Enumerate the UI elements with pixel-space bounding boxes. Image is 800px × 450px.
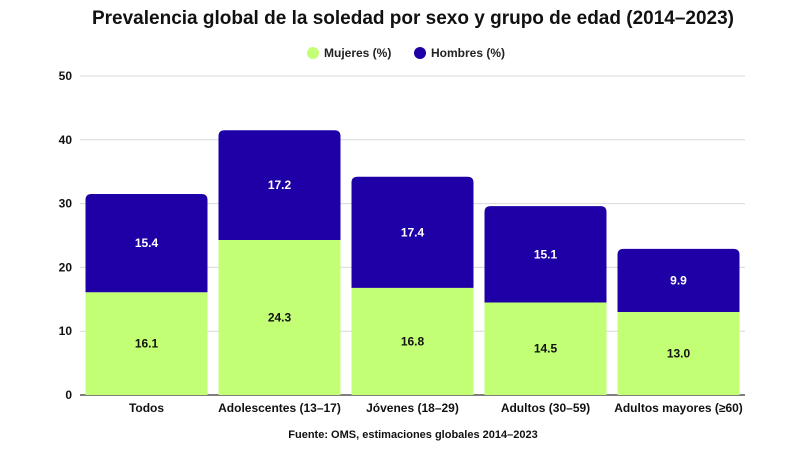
- x-tick-label: Adultos (30–59): [501, 401, 590, 415]
- y-tick-label: 40: [59, 133, 73, 147]
- data-label: 17.2: [268, 178, 292, 192]
- bar-segment: [484, 302, 607, 395]
- bar-segment: [85, 292, 208, 395]
- legend-label: Mujeres (%): [324, 46, 391, 60]
- bar-segment: [85, 194, 208, 293]
- legend-swatch: [307, 47, 319, 59]
- x-tick-label: Adultos mayores (≥60): [614, 401, 743, 415]
- y-tick-label: 10: [59, 324, 73, 338]
- data-label: 9.9: [670, 273, 687, 287]
- legend: Mujeres (%) Hombres (%): [307, 46, 505, 60]
- data-label: 14.5: [534, 342, 558, 356]
- data-label: 24.3: [268, 310, 292, 324]
- bar-segment: [218, 130, 341, 240]
- y-tick-label: 50: [59, 69, 73, 83]
- x-tick-label: Adolescentes (13–17): [218, 401, 341, 415]
- bars: 16.1 15.4 24.3 17.2 16.8 17.4 14.5 15.1 13.0 9.9: [85, 130, 740, 395]
- y-tick-label: 30: [59, 197, 73, 211]
- data-label: 15.4: [135, 236, 159, 250]
- chart-title: Prevalencia global de la soledad por sex…: [92, 8, 734, 29]
- bar-segment: [351, 287, 474, 395]
- y-axis: 0 10 20 30 40 50: [59, 69, 73, 402]
- y-tick-label: 0: [65, 388, 72, 402]
- source-note: Fuente: OMS, estimaciones globales 2014–…: [288, 429, 537, 441]
- data-label: 16.8: [401, 334, 425, 348]
- y-tick-label: 20: [59, 260, 73, 274]
- data-label: 13.0: [667, 347, 691, 361]
- bar-segment: [484, 206, 607, 303]
- data-label: 16.1: [135, 337, 159, 351]
- bar-segment: [218, 239, 341, 395]
- legend-label: Hombres (%): [431, 46, 505, 60]
- bar-segment: [617, 248, 740, 313]
- x-tick-label: Jóvenes (18–29): [366, 401, 459, 415]
- x-tick-label: Todos: [129, 401, 164, 415]
- x-axis: Todos Adolescentes (13–17) Jóvenes (18–29)…: [129, 401, 743, 415]
- bar-segment: [351, 176, 474, 288]
- data-label: 17.4: [401, 225, 425, 239]
- data-label: 15.1: [534, 247, 558, 261]
- bar-segment: [617, 312, 740, 395]
- legend-swatch: [414, 47, 426, 59]
